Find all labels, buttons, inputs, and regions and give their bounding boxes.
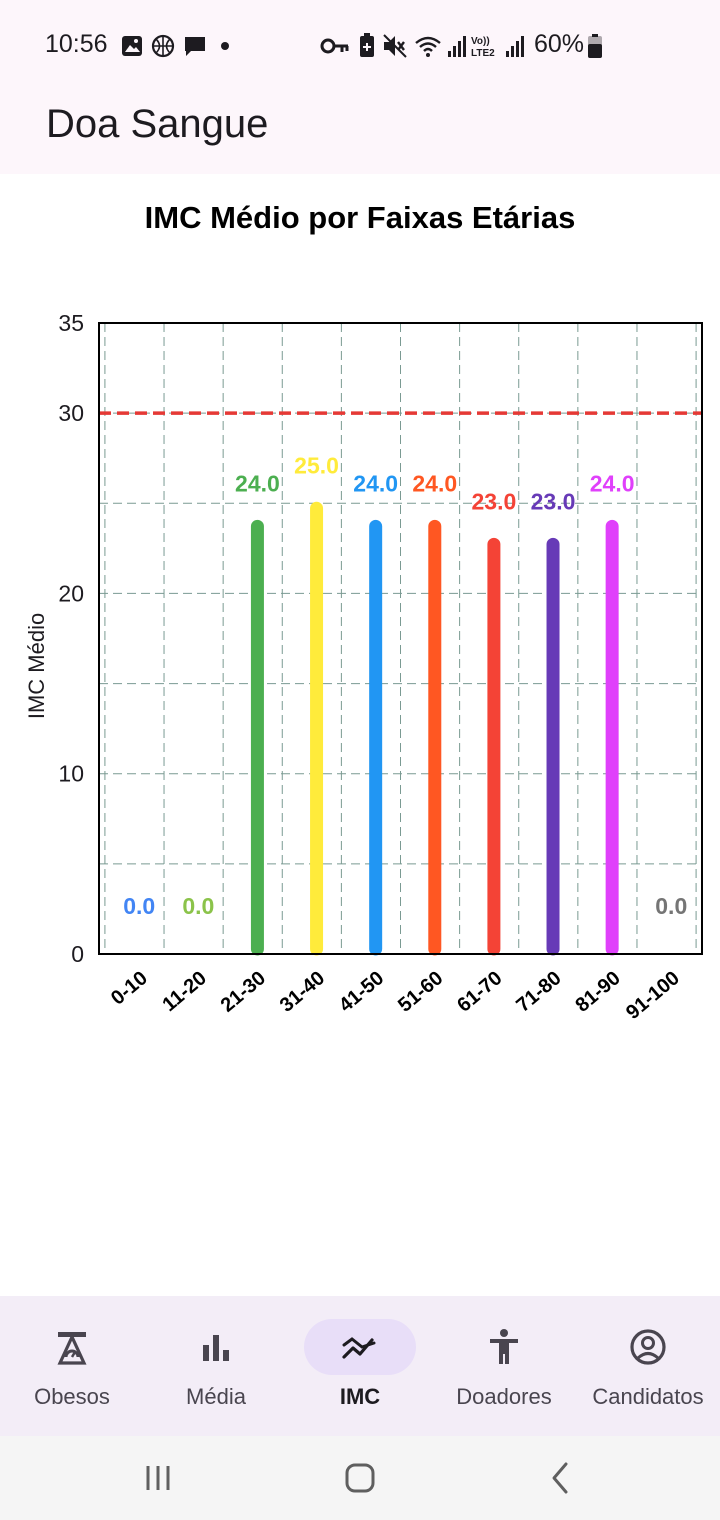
status-bar: 10:56	[0, 0, 720, 90]
battery-saver-icon	[360, 33, 374, 57]
back-icon[interactable]	[542, 1458, 582, 1498]
scale-icon	[57, 1332, 87, 1365]
signal-icon	[448, 36, 466, 57]
x-tick-label: 0-10	[107, 967, 152, 1010]
y-tick-label: 30	[58, 400, 84, 426]
nav-item-doadores[interactable]: Doadores	[432, 1296, 576, 1436]
bar-value-label: 23.0	[472, 488, 517, 514]
bar-value-label: 0.0	[182, 893, 214, 919]
dot-icon	[221, 42, 229, 50]
account-circle-icon	[630, 1329, 666, 1365]
bar-value-label: 24.0	[412, 470, 457, 496]
nav-label-imc: IMC	[339, 1384, 381, 1409]
x-tick-label: 21-30	[217, 967, 270, 1017]
x-tick-label: 51-60	[394, 967, 447, 1017]
bar-value-label: 23.0	[531, 488, 576, 514]
bar-value-label: 24.0	[590, 470, 635, 496]
svg-text:LTE2: LTE2	[471, 48, 495, 59]
system-navigation-bar	[0, 1436, 720, 1520]
chat-bubble-icon	[185, 37, 205, 56]
x-tick-label: 81-90	[571, 967, 624, 1017]
chart-grid	[99, 323, 702, 954]
chart-x-ticks: 0-10 11-20 21-30 31-40 41-50 51-60 61-70 71-80 8…	[107, 967, 684, 1024]
app-title: Doa Sangue	[46, 102, 269, 146]
y-axis-label: IMC Médio	[24, 613, 49, 719]
nav-label-media: Média	[186, 1384, 246, 1409]
chart-title: IMC Médio por Faixas Etárias	[144, 200, 576, 235]
y-tick-label: 35	[58, 310, 84, 336]
plot-frame	[98, 322, 703, 955]
mute-icon	[383, 34, 407, 58]
bar-chart-icon	[203, 1335, 229, 1361]
x-tick-label: 61-70	[453, 967, 506, 1017]
bar-value-label: 24.0	[235, 470, 280, 496]
x-tick-label: 31-40	[276, 967, 329, 1017]
volte-lte2-icon: Vo)) LTE2	[471, 36, 495, 59]
person-icon	[490, 1329, 518, 1364]
chart-bars	[250, 501, 619, 956]
x-tick-label: 71-80	[512, 967, 565, 1017]
app-bar: Doa Sangue	[0, 90, 720, 174]
bottom-navigation: Obesos Média IMC Doadores Cand	[0, 1296, 720, 1436]
recents-icon[interactable]	[138, 1458, 178, 1498]
status-right-icons: Vo)) LTE2	[320, 33, 524, 59]
wifi-icon	[415, 36, 441, 57]
chart-y-ticks: 0 10 20 30 35	[58, 310, 84, 967]
svg-text:Vo)): Vo))	[471, 36, 490, 47]
battery-icon	[588, 34, 602, 58]
key-icon	[320, 38, 349, 54]
nav-label-doadores: Doadores	[456, 1384, 552, 1409]
status-left-icons	[122, 34, 229, 58]
x-tick-label: 11-20	[158, 967, 210, 1016]
nav-item-imc[interactable]: IMC	[288, 1296, 432, 1436]
signal-icon	[506, 36, 524, 57]
bar-value-label: 0.0	[655, 893, 687, 919]
bar-value-label: 25.0	[294, 452, 339, 478]
nav-item-candidatos[interactable]: Candidatos	[576, 1296, 720, 1436]
chart-value-labels: 0.0 0.0 24.0 25.0 24.0 24.0 23.0 23.0 24.0 0.0	[123, 452, 687, 919]
nav-label-obesos: Obesos	[34, 1384, 110, 1409]
nav-item-obesos[interactable]: Obesos	[0, 1296, 144, 1436]
status-time: 10:56	[45, 30, 108, 58]
y-tick-label: 10	[58, 761, 84, 787]
image-icon	[122, 36, 142, 56]
x-tick-label: 41-50	[335, 967, 388, 1017]
home-icon[interactable]	[340, 1458, 380, 1498]
x-tick-label: 91-100	[622, 967, 684, 1024]
bar-value-label: 0.0	[123, 893, 155, 919]
y-tick-label: 0	[71, 941, 84, 967]
bar-value-label: 24.0	[353, 470, 398, 496]
battery-percentage: 60%	[534, 30, 585, 58]
nav-label-candidatos: Candidatos	[592, 1384, 704, 1409]
y-tick-label: 20	[58, 580, 84, 606]
bmi-bar-chart: 0.0 0.0 24.0 25.0 24.0 24.0 23.0 23.0 24.0 0.0 0 1…	[24, 310, 703, 1024]
nav-item-media[interactable]: Média	[144, 1296, 288, 1436]
basketball-icon	[151, 34, 175, 58]
trend-icon	[342, 1337, 376, 1359]
